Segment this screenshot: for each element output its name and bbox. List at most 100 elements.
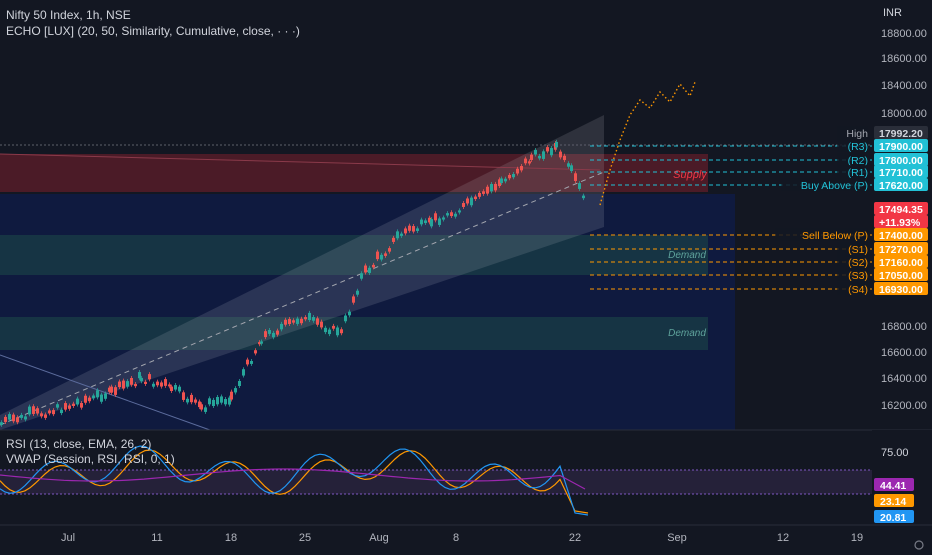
candle (216, 397, 219, 405)
price-tick: 18000.00 (881, 108, 927, 120)
candle (100, 394, 103, 402)
price-badge-value: 17494.35 (879, 204, 923, 216)
candle (164, 379, 167, 386)
candle (4, 416, 7, 422)
candle (118, 381, 121, 388)
price-badge (874, 126, 928, 139)
price-tick: 16800.00 (881, 321, 927, 333)
time-axis[interactable]: Jul111825Aug822Sep121915 (61, 532, 863, 544)
price-badge (874, 139, 928, 152)
demand-zone-upper (0, 235, 708, 275)
candle (80, 403, 83, 408)
candle (376, 251, 379, 260)
level-name: (S4) (848, 284, 868, 296)
candle (160, 382, 163, 387)
candle (490, 184, 493, 192)
candle (384, 253, 387, 256)
price-badge (874, 282, 928, 295)
channel-midline (0, 171, 605, 426)
price-badge-value: 17160.00 (879, 257, 923, 269)
candle (312, 317, 315, 321)
candle (28, 406, 31, 415)
price-badge-value: 16930.00 (879, 284, 923, 296)
echo-indicator-title[interactable]: ECHO [LUX] (20, 50, Similarity, Cumulati… (6, 24, 300, 38)
price-badge (874, 255, 928, 268)
candle (478, 192, 481, 197)
candle (208, 398, 211, 405)
candle (8, 414, 11, 420)
settings-icon[interactable] (914, 540, 924, 550)
rsi-price-axis[interactable] (872, 430, 932, 525)
candle (186, 398, 189, 403)
candle (408, 225, 411, 231)
level-name-bg (837, 126, 868, 139)
candle (356, 290, 359, 295)
price-badge-value: 17710.00 (879, 167, 923, 179)
candle (254, 350, 257, 354)
level-name-bg (837, 165, 868, 178)
price-badge-value: +11.93% (879, 217, 921, 229)
candle (482, 191, 485, 194)
level-name: (R2) (848, 155, 868, 167)
candle (550, 148, 553, 156)
candle (368, 267, 371, 273)
candle (416, 228, 419, 231)
supply-label: Supply (673, 169, 708, 181)
time-label: 18 (225, 532, 237, 544)
vwap-indicator-title[interactable]: VWAP (Session, RSI, RSI, 0, 1) (6, 452, 175, 466)
price-badge-value: 17900.00 (879, 141, 923, 153)
candle (454, 213, 457, 217)
candle (24, 416, 27, 420)
time-label: 12 (777, 532, 789, 544)
candle (84, 395, 87, 403)
candle (400, 233, 403, 236)
candle (530, 154, 533, 160)
rsi-tick-75: 75.00 (881, 447, 909, 459)
rsi-indicator-title[interactable]: RSI (13, close, EMA, 26, 2) (6, 437, 152, 451)
candle (200, 404, 203, 410)
rsi-value-text: 23.14 (880, 496, 906, 508)
candle (428, 217, 431, 223)
level-name-bg (781, 178, 868, 191)
price-badge-value: 17992.20 (879, 128, 923, 140)
candle (578, 183, 581, 189)
price-tick: 18800.00 (881, 28, 927, 40)
candle (344, 315, 347, 322)
candle (438, 218, 441, 225)
symbol-title[interactable]: Nifty 50 Index, 1h, NSE (6, 8, 131, 22)
candle (156, 381, 159, 386)
candle (264, 331, 267, 338)
candle (76, 398, 79, 405)
price-badge-value: 17050.00 (879, 270, 923, 282)
candle (462, 203, 465, 207)
level-name: (R3) (848, 141, 868, 153)
price-badge (874, 165, 928, 178)
candle (190, 394, 193, 403)
price-badge (874, 242, 928, 255)
candle (174, 385, 177, 390)
candle (40, 413, 43, 417)
blue-box-zone (0, 194, 735, 430)
candle (12, 414, 15, 422)
candle (238, 380, 241, 387)
price-badge-value: 17800.00 (879, 155, 923, 167)
vwap-purple-line (0, 468, 586, 490)
candle (182, 392, 185, 400)
candle (204, 407, 207, 412)
candle (520, 166, 523, 171)
candle (486, 186, 489, 194)
level-name: High (846, 128, 868, 140)
time-label: Sep (667, 532, 687, 544)
candle (96, 390, 99, 398)
candle (512, 174, 515, 178)
candle (582, 195, 585, 199)
level-name-bg (837, 153, 868, 166)
candle (542, 151, 545, 159)
candle (0, 422, 3, 425)
candle (130, 377, 133, 385)
candle (442, 217, 445, 220)
price-tick: 18400.00 (881, 80, 927, 92)
candle (466, 198, 469, 204)
currency-label: INR (883, 7, 902, 19)
